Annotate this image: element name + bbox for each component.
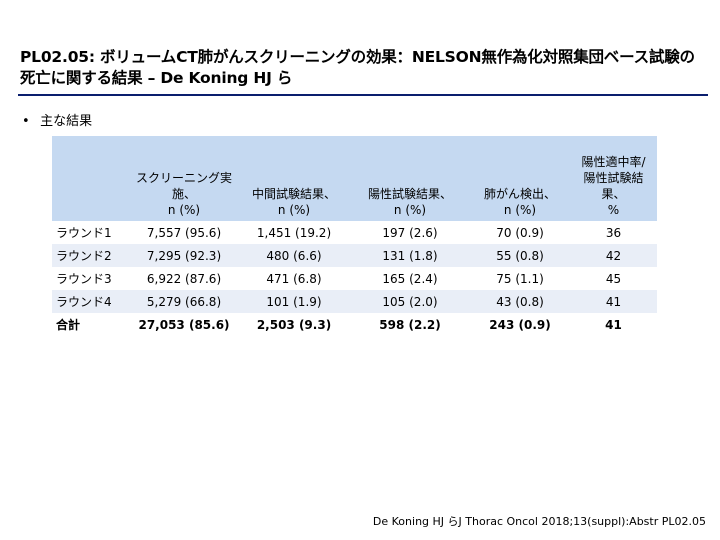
- row-label: ラウンド1: [56, 226, 112, 240]
- table-row: ラウンド2 7,295 (92.3) 480 (6.6) 131 (1.8) 5…: [52, 244, 657, 267]
- header-line1: 陽性試験結果、: [367, 187, 452, 201]
- table-row: ラウンド3 6,922 (87.6) 471 (6.8) 165 (2.4) 7…: [52, 267, 657, 290]
- header-line2: n (%): [503, 203, 537, 217]
- header-line2: %: [607, 203, 620, 217]
- header-line1: 陽性適中率/陽性試験結果、: [581, 155, 646, 201]
- row-label: 合計: [56, 318, 81, 332]
- table-row: ラウンド1 7,557 (95.6) 1,451 (19.2) 197 (2.6…: [52, 221, 657, 244]
- table-cell: 45: [605, 271, 622, 286]
- table-header-row: スクリーニング実施、 n (%) 中間試験結果、 n (%) 陽性試験結果、 n…: [52, 136, 657, 221]
- table-cell: 131 (1.8): [350, 244, 470, 267]
- table-cell: 598 (2.2): [379, 317, 441, 332]
- table-cell: 75 (1.1): [496, 271, 544, 286]
- table-cell: 42: [570, 244, 657, 267]
- header-line2: n (%): [167, 203, 201, 217]
- table-cell: 101 (1.9): [238, 290, 350, 313]
- header-line1: 肺がん検出、: [483, 187, 556, 201]
- results-table: スクリーニング実施、 n (%) 中間試験結果、 n (%) 陽性試験結果、 n…: [52, 136, 657, 336]
- row-label: ラウンド2: [52, 244, 130, 267]
- header-cell: 中間試験結果、 n (%): [238, 136, 350, 221]
- table-cell: 243 (0.9): [489, 317, 551, 332]
- table-cell: 105 (2.0): [350, 290, 470, 313]
- row-label: ラウンド4: [52, 290, 130, 313]
- header-line2: n (%): [393, 203, 427, 217]
- bullet-item: • 主な結果: [22, 110, 92, 129]
- header-line1: スクリーニング実施、: [135, 171, 232, 201]
- table-cell: 41: [570, 290, 657, 313]
- table-cell: 55 (0.8): [470, 244, 570, 267]
- table-cell: 43 (0.8): [470, 290, 570, 313]
- header-cell: 肺がん検出、 n (%): [470, 136, 570, 221]
- table-cell: 2,503 (9.3): [256, 317, 332, 332]
- table-cell: 1,451 (19.2): [256, 225, 332, 240]
- table-cell: 70 (0.9): [496, 225, 544, 240]
- header-cell: スクリーニング実施、 n (%): [130, 136, 238, 221]
- table-cell: 7,557 (95.6): [146, 225, 222, 240]
- table-cell: 6,922 (87.6): [146, 271, 222, 286]
- table-row-total: 合計 27,053 (85.6) 2,503 (9.3) 598 (2.2) 2…: [52, 313, 657, 336]
- slide-title: PL02.05: ボリュームCT肺がんスクリーニングの効果：NELSON無作為化…: [20, 48, 695, 87]
- table-cell: 5,279 (66.8): [130, 290, 238, 313]
- header-cell-label: [52, 136, 130, 221]
- title-divider: [18, 94, 708, 96]
- table-cell: 197 (2.6): [382, 225, 438, 240]
- table-row: ラウンド4 5,279 (66.8) 101 (1.9) 105 (2.0) 4…: [52, 290, 657, 313]
- table-cell: 36: [605, 225, 622, 240]
- table-cell: 480 (6.6): [238, 244, 350, 267]
- table-cell: 41: [605, 317, 622, 332]
- header-cell: 陽性適中率/陽性試験結果、 %: [570, 136, 657, 221]
- table-cell: 7,295 (92.3): [130, 244, 238, 267]
- bullet-dot: •: [22, 114, 30, 129]
- table-cell: 471 (6.8): [266, 271, 322, 286]
- row-label: ラウンド3: [56, 272, 112, 286]
- table-cell: 27,053 (85.6): [138, 317, 230, 332]
- citation-footnote: De Koning HJ らJ Thorac Oncol 2018;13(sup…: [372, 515, 706, 528]
- header-line1: 中間試験結果、: [251, 187, 336, 201]
- table-cell: 165 (2.4): [382, 271, 438, 286]
- bullet-text: 主な結果: [40, 114, 93, 129]
- header-cell: 陽性試験結果、 n (%): [350, 136, 470, 221]
- header-line2: n (%): [277, 203, 311, 217]
